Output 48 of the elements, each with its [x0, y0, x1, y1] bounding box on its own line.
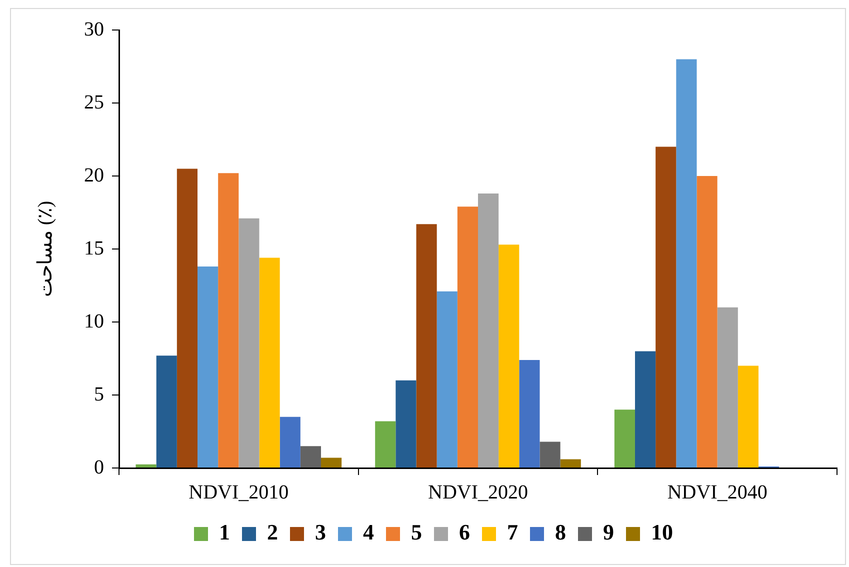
- bar: [238, 218, 260, 468]
- bar: [498, 244, 520, 468]
- bar: [218, 173, 239, 468]
- bar: [738, 366, 758, 468]
- y-tick-label: 5: [94, 383, 104, 406]
- y-axis-title: مساحت (٪): [34, 200, 56, 298]
- legend-label: 7: [507, 520, 518, 545]
- legend-label: 8: [555, 520, 566, 545]
- legend-label: 3: [315, 520, 326, 545]
- bar: [436, 291, 458, 468]
- bar: [321, 458, 342, 468]
- bar: [457, 206, 478, 468]
- bar: [156, 356, 177, 468]
- bar: [656, 146, 676, 468]
- bar: [136, 464, 156, 468]
- x-tick-label: NDVI_2010: [188, 481, 289, 504]
- x-tick-label: NDVI_2020: [428, 481, 528, 504]
- bar: [176, 168, 198, 468]
- legend-label: 4: [363, 520, 374, 545]
- legend-label: 6: [459, 520, 470, 545]
- bar: [300, 446, 321, 468]
- bar: [676, 59, 697, 468]
- bar: [635, 351, 656, 468]
- x-tick-label: NDVI_2040: [667, 481, 768, 504]
- y-tick-label: 10: [84, 310, 104, 332]
- bar: [519, 360, 540, 468]
- bar: [416, 224, 437, 468]
- bar: [375, 421, 396, 468]
- bar: [280, 416, 300, 468]
- bar: [259, 258, 280, 468]
- y-tick-label: 25: [84, 91, 104, 114]
- legend-label: 9: [603, 520, 614, 545]
- legend-label: 5: [411, 520, 422, 545]
- bar: [198, 266, 218, 468]
- bar: [614, 410, 636, 468]
- legend-label: 2: [267, 520, 278, 545]
- legend-label: 1: [219, 520, 230, 545]
- y-tick-label: 15: [84, 237, 104, 260]
- y-tick-label: 0: [94, 456, 104, 478]
- bar: [717, 307, 738, 468]
- bar: [478, 194, 499, 468]
- y-tick-label: 20: [84, 164, 104, 186]
- bar: [696, 176, 718, 468]
- bar: [560, 459, 581, 468]
- bar: [540, 442, 560, 468]
- y-tick-label: 30: [84, 18, 104, 40]
- legend-label: 10: [651, 520, 673, 545]
- bar: [396, 380, 416, 468]
